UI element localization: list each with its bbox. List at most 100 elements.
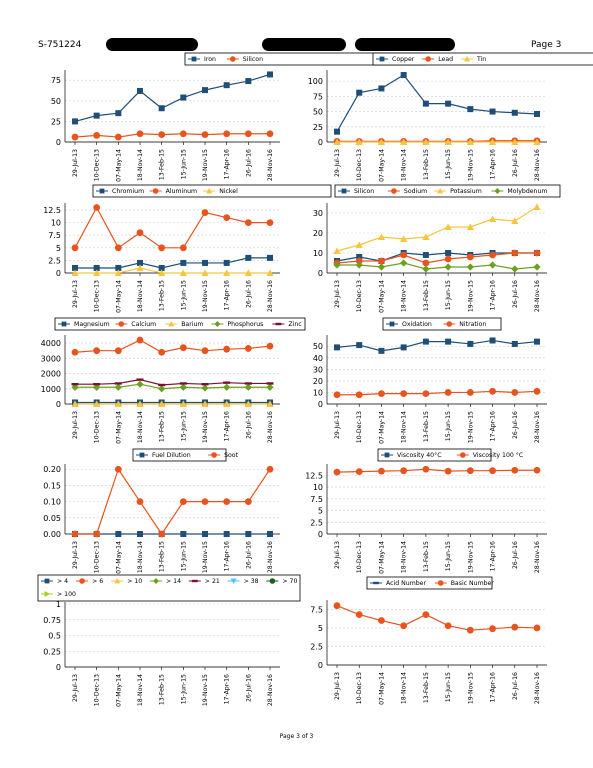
data-point <box>466 223 474 230</box>
legend-label: Phosphorus <box>227 321 263 328</box>
data-point <box>333 138 341 145</box>
x-tick-label: 17-Apr-16 <box>224 674 231 704</box>
data-point <box>136 380 144 388</box>
data-point <box>533 466 541 474</box>
x-tick-label: 19-Nov-15 <box>202 280 209 312</box>
legend-label: Nitration <box>459 321 486 328</box>
data-point <box>158 105 165 112</box>
data-point <box>445 100 452 107</box>
data-point <box>137 531 143 537</box>
x-tick-label: 26-Jul-16 <box>245 541 252 569</box>
data-point <box>136 400 144 407</box>
x-tick-label: 07-May-14 <box>378 541 385 574</box>
data-point <box>511 466 519 474</box>
y-tick-label: 0.00 <box>43 530 61 539</box>
x-tick-label: 28-Nov-16 <box>267 411 274 443</box>
y-tick-label: 10 <box>313 249 323 258</box>
x-tick-label: 07-May-14 <box>115 541 122 574</box>
data-point <box>400 251 408 259</box>
data-point <box>115 531 122 537</box>
y-tick-label: 20 <box>313 229 323 238</box>
x-tick-label: 07-May-14 <box>378 280 385 313</box>
x-tick-label: 18-Nov-14 <box>401 149 408 181</box>
data-point <box>355 468 363 476</box>
x-tick-label: 17-Apr-16 <box>490 411 497 441</box>
data-point <box>201 347 209 355</box>
legend-marker <box>230 578 237 584</box>
data-point <box>266 382 274 385</box>
data-point <box>533 203 541 210</box>
data-point <box>93 530 101 538</box>
data-point <box>377 138 386 145</box>
x-tick-label: 15-Jun-15 <box>445 541 452 571</box>
data-point <box>355 261 363 269</box>
legend-label: Zinc <box>288 321 302 328</box>
x-tick-label: 15-Jun-15 <box>180 541 187 571</box>
data-point <box>93 383 101 386</box>
data-point <box>179 130 187 138</box>
legend-marker <box>384 452 390 458</box>
legend-label: Silicon <box>243 56 263 63</box>
data-point <box>444 389 452 396</box>
data-point <box>466 263 474 271</box>
series-line <box>75 267 270 274</box>
y-tick-label: 20 <box>313 377 323 386</box>
legend-marker <box>269 578 276 584</box>
x-tick-label: 28-Nov-16 <box>534 280 541 312</box>
data-point <box>266 465 274 473</box>
data-point <box>378 390 385 398</box>
x-tick-label: 15-Jun-15 <box>445 149 452 179</box>
x-tick-label: 29-Jul-13 <box>72 149 79 177</box>
data-point <box>244 345 252 352</box>
data-point <box>422 233 430 240</box>
data-point <box>422 465 430 473</box>
legend-label: Lead <box>438 56 453 63</box>
data-point <box>266 219 274 227</box>
series-line <box>336 468 537 473</box>
data-point <box>136 229 144 237</box>
legend-box <box>132 448 227 462</box>
data-point <box>180 94 187 101</box>
series-line <box>336 252 537 262</box>
legend-marker <box>464 56 470 62</box>
data-point <box>201 131 209 138</box>
redacted-text <box>355 38 455 51</box>
legend-marker <box>341 188 347 194</box>
data-point <box>201 498 209 506</box>
legend-label: Molybdenum <box>507 188 547 195</box>
legend-marker <box>494 188 501 194</box>
y-tick-label: 4000 <box>41 339 61 348</box>
data-point <box>444 622 452 630</box>
legend-marker <box>211 452 217 458</box>
data-point <box>93 204 101 211</box>
data-point <box>378 85 385 92</box>
data-point <box>223 259 230 266</box>
x-tick-label: 07-May-14 <box>378 672 385 705</box>
series-line <box>336 339 538 352</box>
legend-marker <box>79 578 85 584</box>
data-point <box>93 112 100 119</box>
data-point <box>422 611 430 618</box>
data-point <box>114 383 122 391</box>
x-tick-label: 13-Feb-15 <box>423 149 430 180</box>
x-tick-label: 26-Jul-16 <box>245 411 252 439</box>
data-point <box>201 269 209 276</box>
y-tick-label: 5 <box>318 624 323 633</box>
data-point <box>400 259 408 267</box>
data-point <box>511 138 519 145</box>
data-point <box>266 130 274 138</box>
x-tick-label: 07-May-14 <box>115 280 122 313</box>
data-point <box>444 255 452 263</box>
x-tick-label: 26-Jul-16 <box>512 280 519 308</box>
data-point <box>201 209 209 216</box>
y-tick-label: 100 <box>308 77 323 86</box>
legend-label: > 21 <box>205 578 220 585</box>
data-point <box>511 249 519 257</box>
data-point <box>179 400 187 407</box>
data-point <box>245 254 252 261</box>
data-point <box>534 338 540 345</box>
